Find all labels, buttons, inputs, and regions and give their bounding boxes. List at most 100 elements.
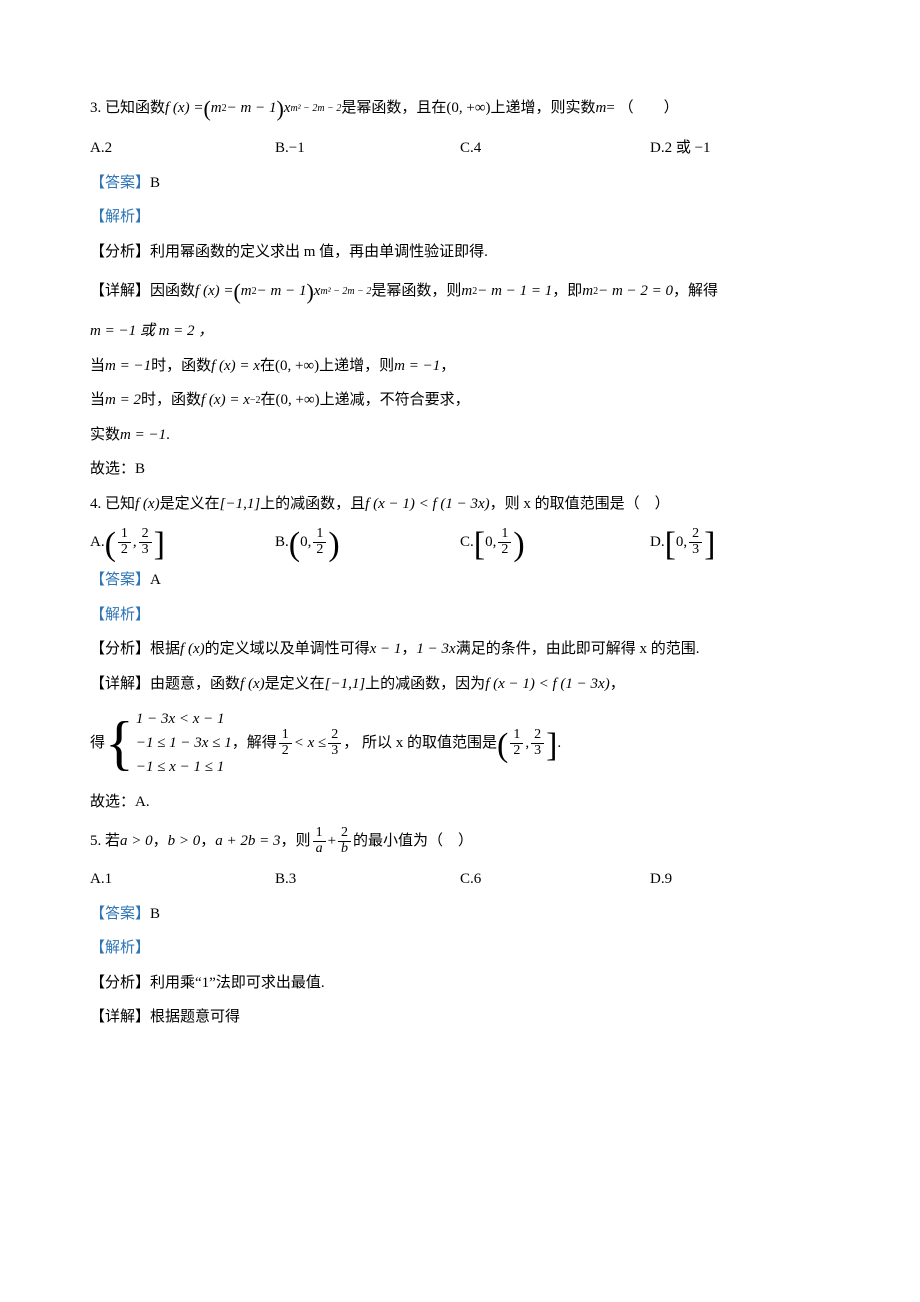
d: 3 (328, 744, 341, 759)
end: ，解得 (673, 280, 718, 303)
q4-detail-system: 得 { 1 − 3x < x − 1 −1 ≤ 1 − 3x ≤ 1 −1 ≤ … (90, 707, 830, 779)
n: 2 (328, 728, 341, 744)
q3-stem: 3. 已知函数 f (x) = ( m2 − m − 1 ) xm² − 2m … (90, 92, 830, 125)
q3-choice-D[interactable]: D. 2 或 −1 (650, 137, 711, 160)
b: 时，函数 (141, 389, 201, 412)
label: C. (460, 137, 474, 160)
q3-detail-2: m = −1 或 m = 2 ， (90, 320, 830, 343)
a: 当 (90, 389, 105, 412)
s2: ， (200, 830, 215, 853)
t2: 1 − 3x (416, 638, 455, 661)
q5-analysis-label: 【解析】 (90, 937, 830, 960)
lab: A. (90, 531, 105, 554)
r2: −1 ≤ 1 − 3x ≤ 1 (136, 731, 232, 755)
dom: [−1,1] (325, 673, 366, 696)
m: m (241, 280, 252, 303)
q3-detail-4: 当 m = 2 时，函数 f (x) = x−2 在(0, +∞)上递减，不符合… (90, 389, 830, 412)
q4-choice-A[interactable]: A. ( 12 , 23 ] (90, 527, 275, 557)
q5-choice-B[interactable]: B. 3 (275, 868, 460, 891)
rp: ) (306, 275, 313, 308)
coef-mid: − m − 1 (227, 97, 277, 120)
l: B. (275, 868, 289, 891)
t: 因函数 (150, 280, 195, 303)
text2: 是幂函数，且在(0, +∞)上递增，则实数 (341, 97, 595, 120)
n: 1 (313, 527, 326, 543)
s1: ， (153, 830, 168, 853)
q5-choice-D[interactable]: D. 9 (650, 868, 672, 891)
exp: −2 (250, 393, 261, 408)
q5-fenxi: 【分析】利用乘“1”法即可求出最值. (90, 972, 830, 995)
detail-label: 【详解】 (90, 280, 150, 303)
s3: ，则 (281, 830, 311, 853)
b: 的最小值为（ ） (353, 830, 473, 853)
q4-choice-D[interactable]: D. [ 0 , 23 ] (650, 527, 716, 557)
c3: a + 2b = 3 (215, 830, 280, 853)
q3-number: 3. (90, 97, 101, 120)
sep: , (308, 531, 312, 554)
fenxi-text: 利用幂函数的定义求出 m 值，再由单调性验证即得. (150, 244, 488, 260)
m: m = −1 (105, 355, 151, 378)
val: A (150, 572, 161, 588)
frac: 12 (279, 728, 292, 758)
a: 当 (90, 355, 105, 378)
q3-fenxi: 【分析】利用幂函数的定义求出 m 值，再由单调性验证即得. (90, 241, 830, 264)
c: ， (401, 638, 416, 661)
a: 若 (105, 830, 120, 853)
r3: −1 ≤ x − 1 ≤ 1 (136, 755, 232, 779)
end: . (557, 732, 561, 755)
q3-choice-B[interactable]: B. −1 (275, 137, 460, 160)
tail: 是幂函数，则 (371, 280, 461, 303)
q3-choice-C[interactable]: C. 4 (460, 137, 650, 160)
ineq: f (x − 1) < f (1 − 3x) (365, 493, 490, 516)
brace-system: { 1 − 3x < x − 1 −1 ≤ 1 − 3x ≤ 1 −1 ≤ x … (105, 707, 232, 779)
fx: f (x) = x (211, 355, 260, 378)
q3-detail-1: 【详解】 因函数 f (x) = ( m2 − m − 1 ) xm² − 2m… (90, 275, 830, 308)
l: C. (460, 868, 474, 891)
lab: B. (275, 531, 289, 554)
a: 根据 (150, 638, 180, 661)
lab: 【答案】 (90, 572, 150, 588)
val: B (150, 906, 160, 922)
frac: 2b (338, 826, 351, 856)
n: 2 (338, 826, 351, 842)
q4-stem: 4. 已知 f (x) 是定义在 [−1,1] 上的减函数，且 f (x − 1… (90, 493, 830, 516)
q5-choices: A. 1 B. 3 C. 6 D. 9 (90, 868, 830, 891)
frac: 12 (313, 527, 326, 557)
q4-analysis-label: 【解析】 (90, 604, 830, 627)
num: 4. (90, 493, 101, 516)
eq1r: − m − 1 = 1 (477, 280, 552, 303)
lead: 得 (90, 732, 105, 755)
q3-choice-A[interactable]: A. 2 (90, 137, 275, 160)
left-brace-icon: { (105, 716, 134, 770)
q5-choice-C[interactable]: C. 6 (460, 868, 650, 891)
q4-choice-C[interactable]: C. [ 0 , 12 ) (460, 527, 650, 557)
m: m = 2 (105, 389, 141, 412)
n: 2 (139, 527, 152, 543)
sep: , (683, 531, 687, 554)
label: A. (90, 137, 105, 160)
d: 2 (118, 543, 131, 558)
eq1l: m (461, 280, 472, 303)
xbase: x (284, 97, 291, 120)
c1: a > 0 (120, 830, 153, 853)
frac: 23 (531, 728, 544, 758)
dom: [−1,1] (220, 493, 261, 516)
exp: m² − 2m − 2 (320, 284, 371, 299)
q4-detail-1: 【详解】 由题意，函数 f (x) 是定义在 [−1,1] 上的减函数，因为 f… (90, 673, 830, 696)
label: B. (275, 137, 289, 160)
q5-choice-A[interactable]: A. 1 (90, 868, 275, 891)
v: 9 (665, 868, 673, 891)
sep: , (493, 531, 497, 554)
r1: 1 − 3x < x − 1 (136, 707, 232, 731)
q5-stem: 5. 若 a > 0 ， b > 0 ， a + 2b = 3 ，则 1a + … (90, 826, 830, 856)
frac: 12 (118, 527, 131, 557)
lparen: ( (203, 92, 210, 125)
n: 1 (279, 728, 292, 744)
n: 2 (531, 728, 544, 744)
m: m (211, 97, 222, 120)
q4-fenxi: 【分析】 根据 f (x) 的定义域以及单调性可得 x − 1 ， 1 − 3x… (90, 638, 830, 661)
n: 1 (510, 728, 523, 744)
q4-choice-B[interactable]: B. ( 0 , 12 ) (275, 527, 460, 557)
q5-detail: 【详解】根据题意可得 (90, 1006, 830, 1029)
d: a (313, 842, 326, 857)
